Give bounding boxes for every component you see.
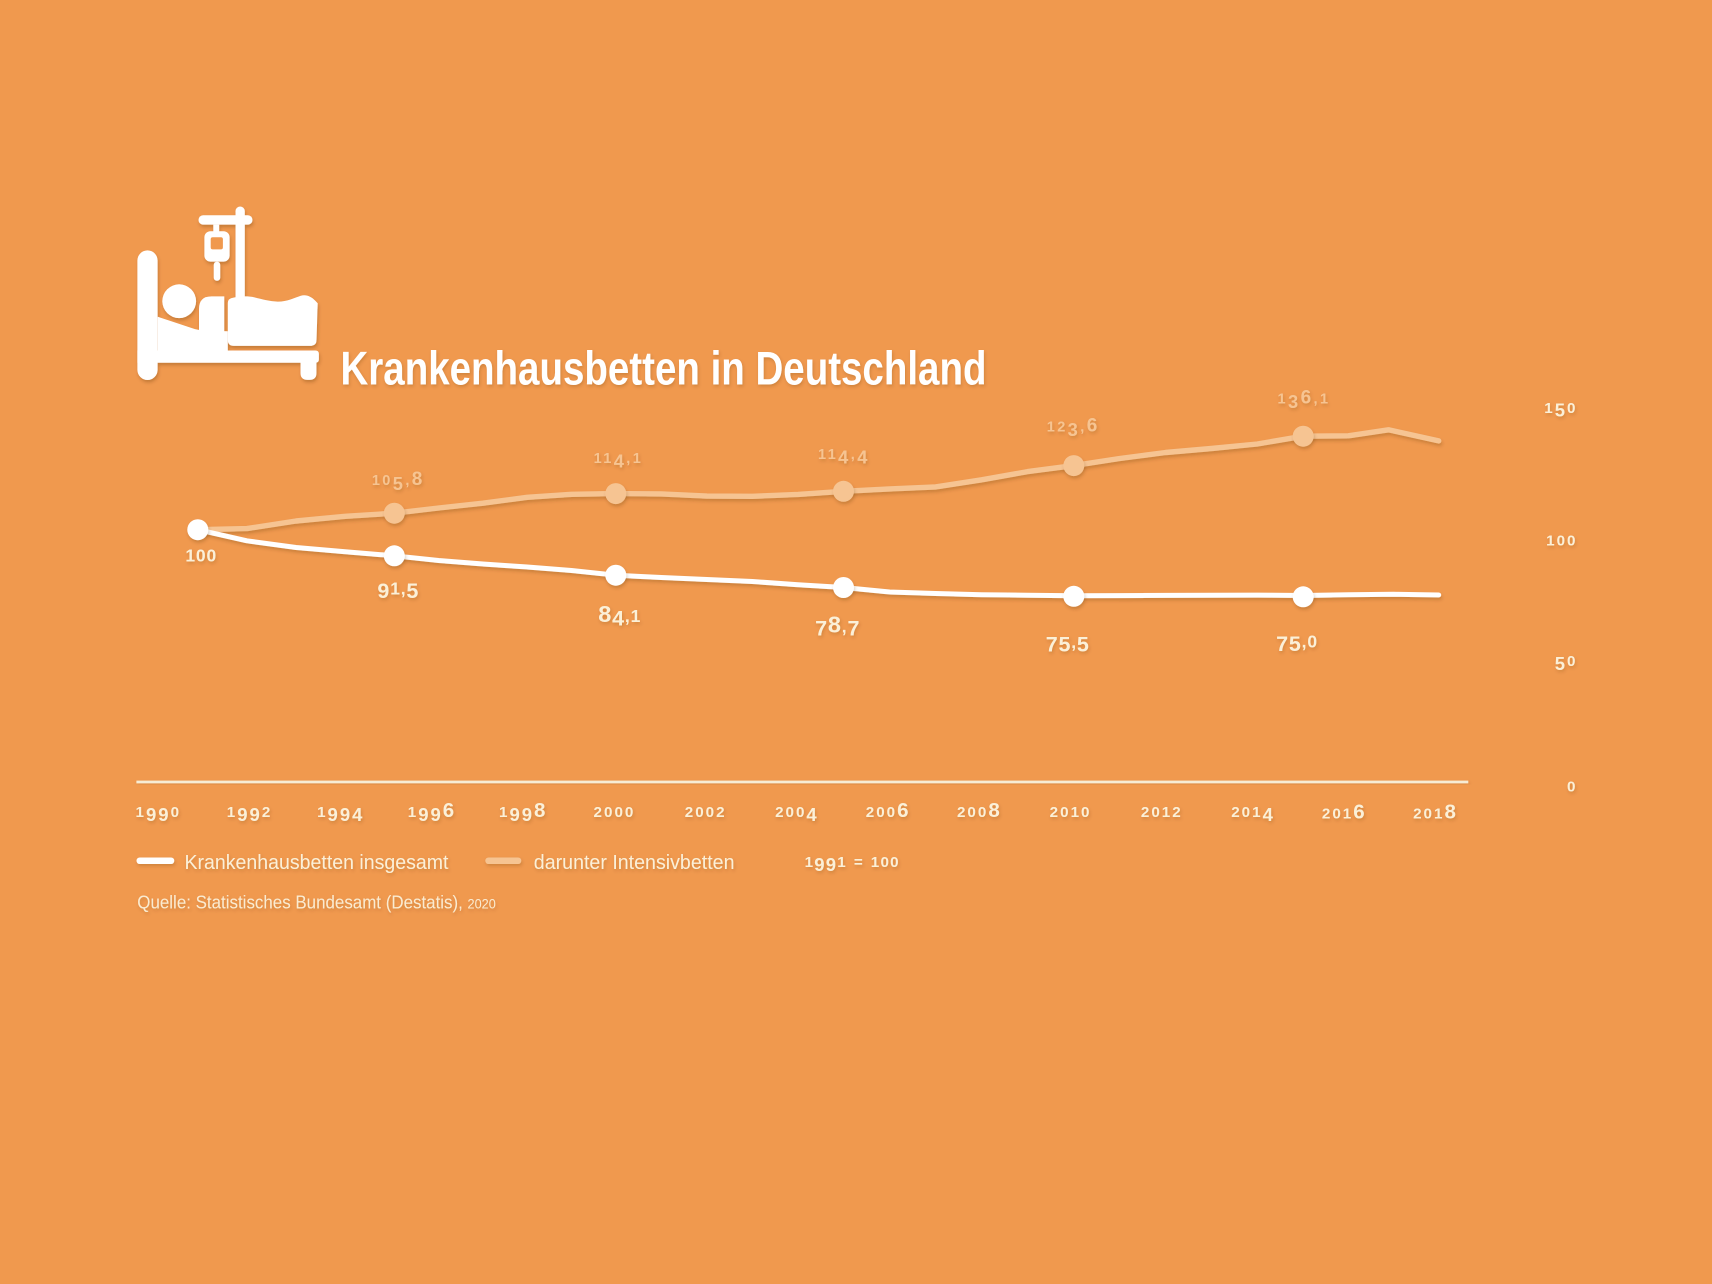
svg-text:2010: 2010 xyxy=(1050,804,1092,821)
svg-text:2000: 2000 xyxy=(594,804,636,821)
svg-text:2012: 2012 xyxy=(1141,804,1183,821)
svg-text:Krankenhausbetten in Deutschla: Krankenhausbetten in Deutschland xyxy=(341,342,987,395)
svg-text:100: 100 xyxy=(1546,533,1577,550)
svg-text:Krankenhausbetten insgesamt: Krankenhausbetten insgesamt xyxy=(185,852,449,874)
svg-text:50: 50 xyxy=(1555,653,1578,674)
svg-text:78,7: 78,7 xyxy=(815,611,860,640)
svg-text:75,5: 75,5 xyxy=(1046,632,1090,656)
svg-text:114,1: 114,1 xyxy=(594,451,644,472)
svg-text:1994: 1994 xyxy=(317,804,364,825)
svg-text:123,6: 123,6 xyxy=(1047,415,1100,440)
svg-text:0: 0 xyxy=(1567,778,1577,795)
svg-text:1996: 1996 xyxy=(408,799,456,825)
svg-text:2002: 2002 xyxy=(685,804,727,821)
svg-text:1992: 1992 xyxy=(227,804,273,825)
svg-text:2018: 2018 xyxy=(1413,801,1458,824)
svg-text:2004: 2004 xyxy=(775,804,819,825)
svg-text:2006: 2006 xyxy=(866,799,911,822)
svg-text:75,0: 75,0 xyxy=(1276,632,1318,656)
svg-text:150: 150 xyxy=(1544,400,1577,421)
svg-text:darunter Intensivbetten: darunter Intensivbetten xyxy=(534,852,735,874)
svg-text:1990: 1990 xyxy=(136,804,182,825)
svg-text:1998: 1998 xyxy=(499,799,547,825)
svg-text:114,4: 114,4 xyxy=(818,446,870,467)
svg-text:91,5: 91,5 xyxy=(377,579,419,603)
svg-text:84,1: 84,1 xyxy=(598,601,641,630)
svg-text:1991 = 100: 1991 = 100 xyxy=(805,849,900,875)
svg-text:105,8: 105,8 xyxy=(372,469,425,494)
svg-text:2016: 2016 xyxy=(1322,801,1367,824)
svg-text:2008: 2008 xyxy=(957,799,1002,822)
svg-text:136,1: 136,1 xyxy=(1278,387,1331,412)
svg-text:2014: 2014 xyxy=(1231,804,1275,825)
svg-text:Quelle: Statistisches Bundesam: Quelle: Statistisches Bundesamt (Destati… xyxy=(137,892,496,912)
svg-text:100: 100 xyxy=(185,546,217,566)
